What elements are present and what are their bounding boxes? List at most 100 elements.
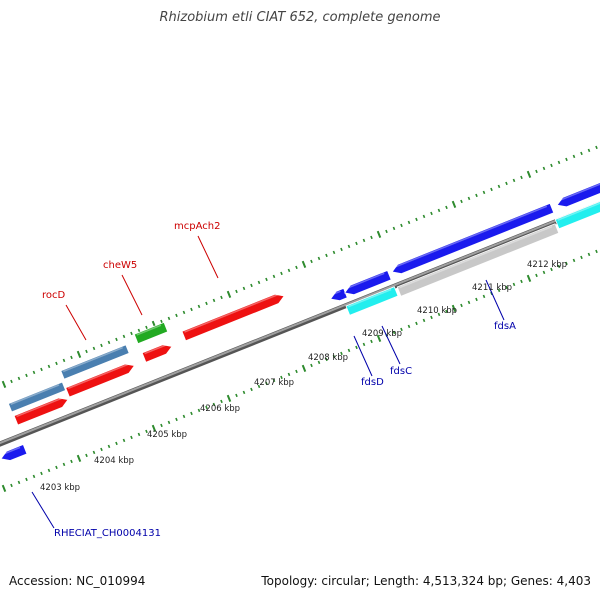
minor-tick — [190, 411, 193, 416]
RHECIAT_CH0004131-feature — [0, 444, 28, 461]
minor-tick — [475, 193, 478, 198]
major-tick — [226, 290, 232, 299]
rocD-feature-upper-2 — [60, 344, 130, 380]
major-tick — [451, 200, 457, 209]
minor-tick — [100, 447, 103, 452]
minor-tick — [235, 393, 238, 398]
major-tick — [76, 350, 82, 359]
minor-tick — [235, 289, 238, 294]
minor-tick — [430, 315, 433, 320]
ruler-label: 4212 kbp — [527, 260, 567, 270]
minor-tick — [445, 205, 448, 210]
minor-tick — [340, 351, 343, 356]
minor-tick — [145, 325, 148, 330]
minor-tick — [32, 474, 36, 479]
major-tick — [451, 304, 457, 313]
minor-tick — [422, 214, 426, 219]
major-tick — [376, 334, 382, 343]
minor-tick — [257, 384, 261, 389]
minor-tick — [272, 274, 276, 279]
minor-tick — [55, 361, 58, 366]
minor-tick — [190, 307, 193, 312]
minor-tick — [25, 373, 28, 378]
ruler-label: 4206 kbp — [200, 404, 240, 414]
minor-tick — [317, 256, 321, 261]
minor-tick — [490, 187, 493, 192]
feature-track — [0, 177, 600, 461]
ruler-label: 4208 kbp — [308, 353, 348, 363]
minor-tick — [430, 211, 433, 216]
minor-tick — [107, 340, 111, 345]
minor-tick — [497, 288, 501, 293]
minor-tick — [580, 255, 583, 260]
genome-backbone — [0, 201, 600, 447]
minor-tick — [137, 328, 141, 333]
minor-tick — [280, 375, 283, 380]
minor-tick — [265, 381, 268, 386]
grey-cds — [396, 223, 560, 297]
minor-tick — [550, 267, 553, 272]
minor-tick — [70, 459, 73, 464]
minor-tick — [17, 480, 21, 485]
minor-tick — [400, 223, 403, 228]
minor-tick — [392, 226, 396, 231]
genome-summary-text: Topology: circular; Length: 4,513,324 bp… — [261, 574, 591, 588]
minor-tick — [385, 229, 388, 234]
minor-tick — [340, 247, 343, 252]
minor-tick — [25, 477, 28, 482]
minor-tick — [175, 313, 178, 318]
minor-tick — [100, 343, 103, 348]
gene-label-fdsA: fdsA — [494, 321, 516, 332]
minor-tick — [130, 331, 133, 336]
ruler-label: 4203 kbp — [40, 483, 80, 493]
minor-tick — [250, 387, 253, 392]
minor-tick — [542, 166, 546, 171]
minor-tick — [32, 370, 36, 375]
minor-tick — [40, 471, 43, 476]
minor-tick — [310, 259, 313, 264]
callout-line-cheW5 — [121, 274, 143, 316]
minor-tick — [257, 280, 261, 285]
minor-tick — [580, 151, 583, 156]
gene-label-RHECIAT_CH0004131: RHECIAT_CH0004131 — [54, 528, 161, 539]
minor-tick — [310, 363, 313, 368]
gene-label-mcpAch2: mcpAch2 — [174, 221, 220, 232]
callout-line-mcpAch2 — [197, 235, 219, 279]
minor-tick — [220, 295, 223, 300]
minor-tick — [137, 432, 141, 437]
minor-tick — [587, 148, 591, 153]
minor-tick — [317, 360, 321, 365]
minor-tick — [167, 316, 171, 321]
minor-tick — [370, 235, 373, 240]
callout-line-RHECIAT_CH0004131 — [31, 491, 55, 529]
minor-tick — [280, 271, 283, 276]
minor-tick — [242, 390, 246, 395]
outer-tick-track — [1, 145, 598, 389]
minor-tick — [122, 438, 126, 443]
minor-tick — [542, 270, 546, 275]
minor-tick — [92, 346, 96, 351]
minor-tick — [10, 379, 13, 384]
minor-tick — [565, 261, 568, 266]
minor-tick — [287, 372, 291, 377]
minor-tick — [565, 157, 568, 162]
minor-tick — [220, 399, 223, 404]
minor-tick — [287, 268, 291, 273]
minor-tick — [17, 376, 21, 381]
minor-tick — [370, 339, 373, 344]
major-tick — [301, 260, 307, 269]
minor-tick — [272, 378, 276, 383]
rocD-feature-upper — [7, 381, 67, 413]
accession-text: Accession: NC_010994 — [9, 574, 146, 588]
minor-tick — [422, 318, 426, 323]
major-tick — [151, 424, 157, 433]
minor-tick — [205, 301, 208, 306]
minor-tick — [250, 283, 253, 288]
minor-tick — [505, 181, 508, 186]
minor-tick — [242, 286, 246, 291]
minor-tick — [325, 357, 328, 362]
minor-tick — [212, 298, 216, 303]
minor-tick — [572, 258, 576, 263]
minor-tick — [175, 417, 178, 422]
minor-tick — [407, 220, 411, 225]
